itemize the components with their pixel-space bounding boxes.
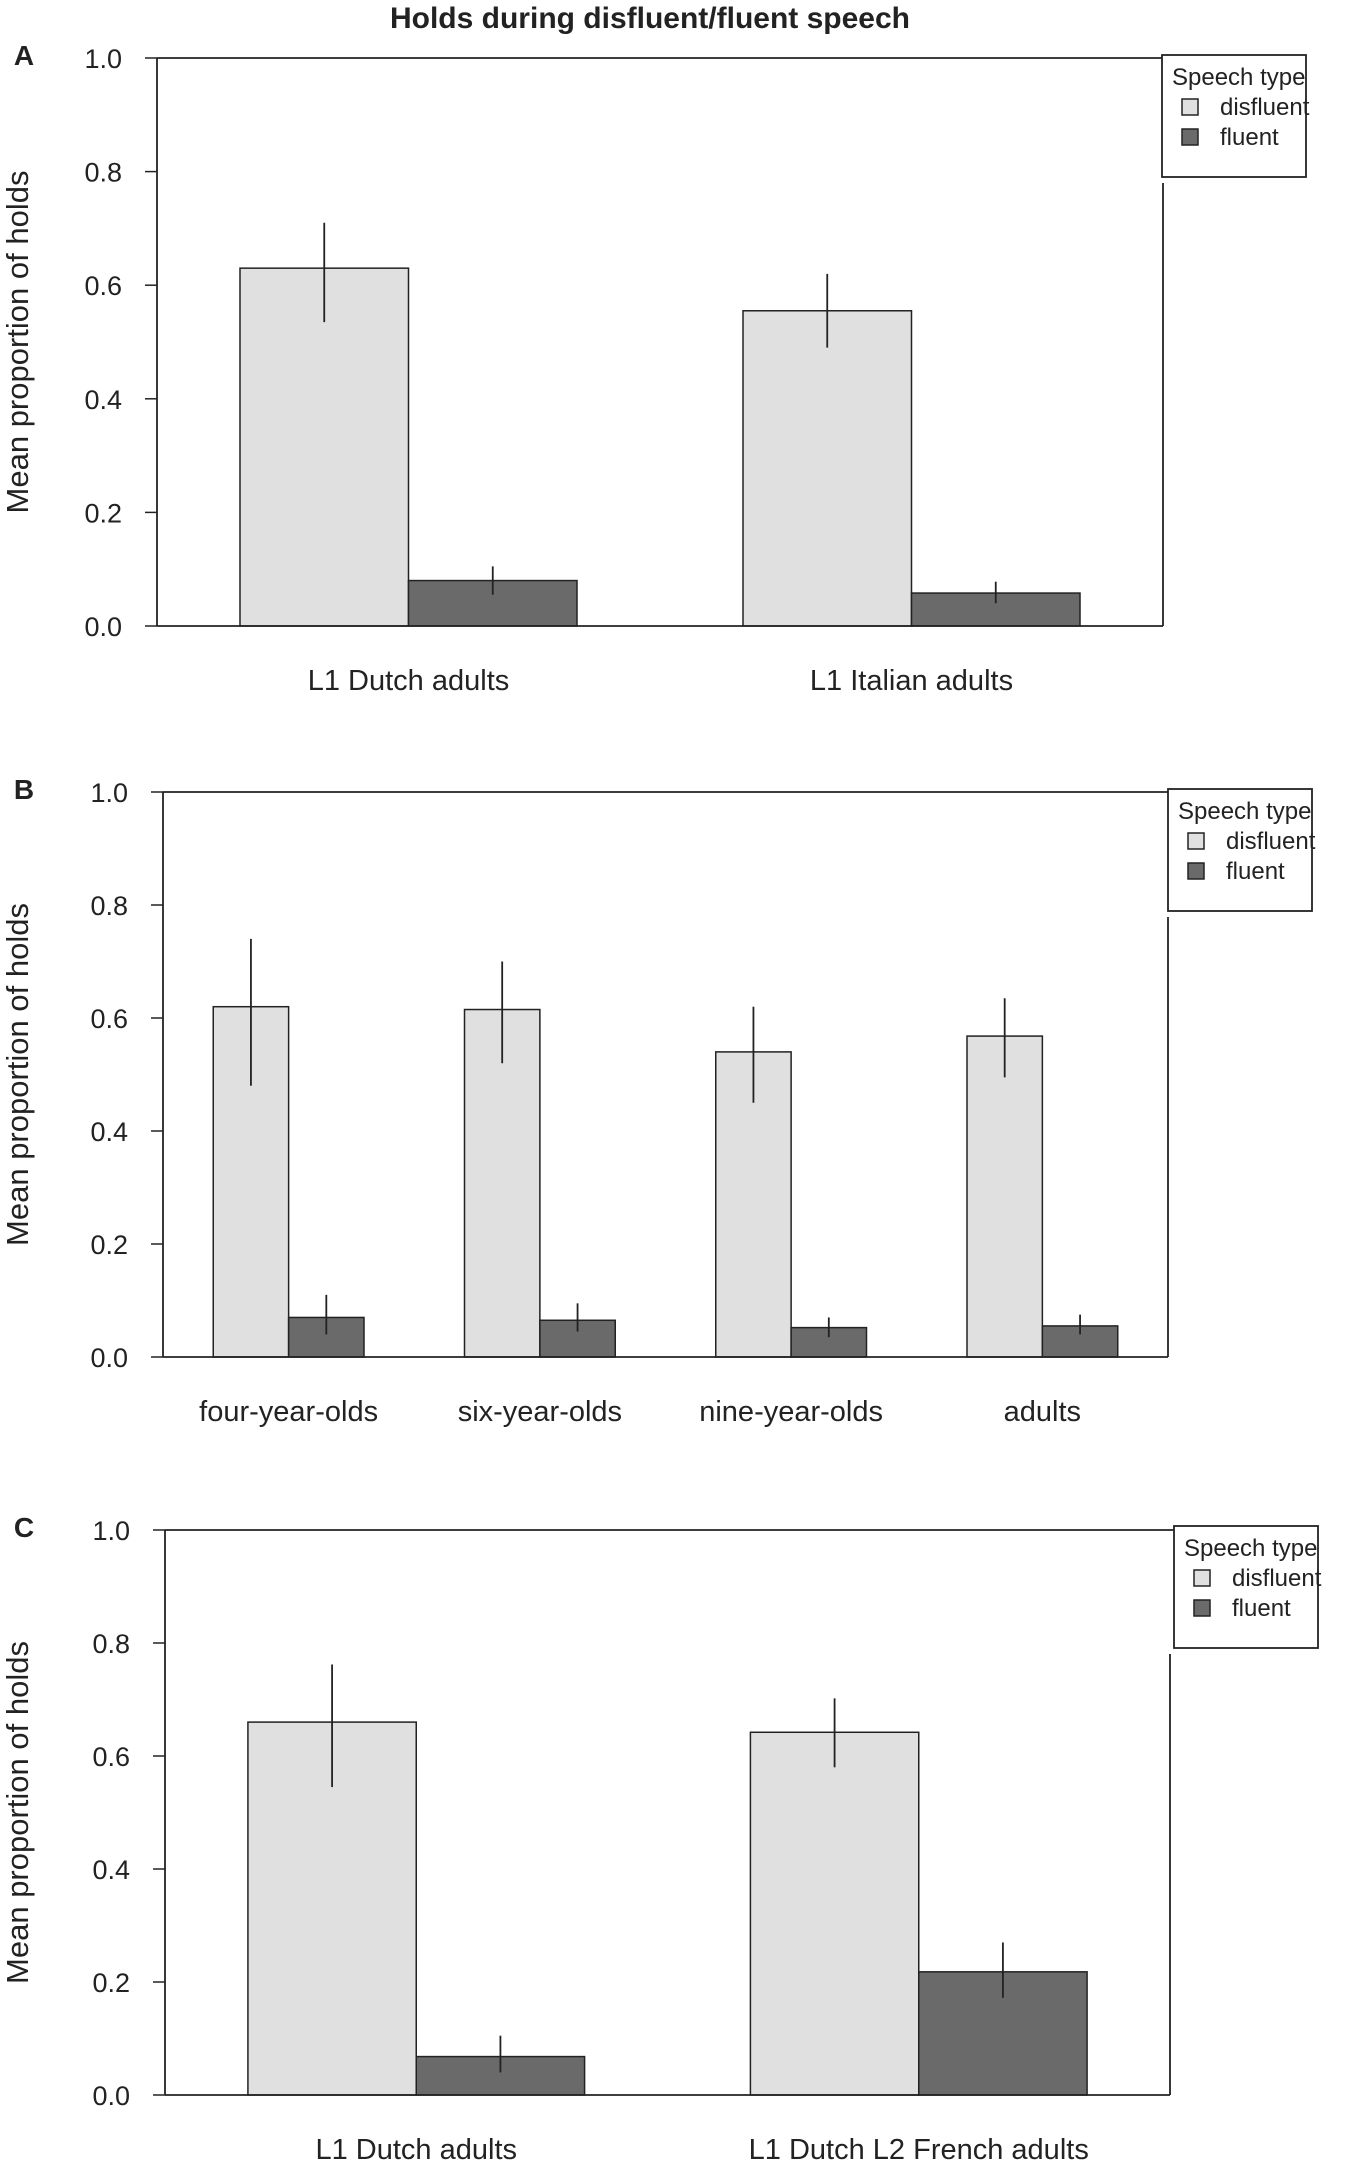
panel-label: A — [14, 40, 34, 71]
panel-label: C — [14, 1512, 34, 1543]
y-tick-label: 0.0 — [92, 2081, 130, 2111]
legend-item-fluent: fluent — [1226, 858, 1285, 885]
legend-swatch-fluent — [1193, 1599, 1211, 1617]
legend-item-disfluent: disfluent — [1226, 828, 1316, 855]
x-category-label: six-year-olds — [458, 1396, 622, 1428]
x-category-label: four-year-olds — [199, 1396, 378, 1428]
legend-item-fluent: fluent — [1220, 124, 1279, 151]
legend-title: Speech type — [1184, 1535, 1317, 1562]
y-tick-label: 1.0 — [90, 778, 128, 808]
y-tick-label: 0.8 — [90, 891, 128, 921]
y-axis-label: Mean proportion of holds — [0, 171, 35, 514]
x-category-label: L1 Dutch L2 French adults — [749, 2134, 1089, 2166]
y-tick-label: 1.0 — [84, 44, 122, 74]
x-category-label: nine-year-olds — [699, 1396, 883, 1428]
y-tick-label: 0.6 — [84, 271, 122, 301]
y-tick-label: 0.2 — [90, 1230, 128, 1260]
x-category-label: L1 Italian adults — [810, 665, 1013, 697]
legend-title: Speech type — [1178, 798, 1311, 825]
legend-swatch-disfluent — [1181, 98, 1199, 116]
panel-a: A Mean proportion of holds 0.0 0.2 0.4 0.6 0.8… — [0, 40, 1310, 697]
y-tick-label: 0.4 — [92, 1855, 130, 1885]
legend-item-disfluent: disfluent — [1232, 1565, 1322, 1592]
y-tick-label: 0.0 — [90, 1343, 128, 1373]
bar-disfluent — [463, 1008, 541, 1358]
legend-box — [1173, 1525, 1319, 1649]
y-tick-label: 1.0 — [92, 1516, 130, 1546]
panel-label: B — [14, 774, 34, 805]
y-axis-label: Mean proportion of holds — [0, 1641, 35, 1984]
legend-swatch-fluent — [1187, 862, 1205, 880]
x-category-label: L1 Dutch adults — [315, 2134, 517, 2166]
legend-box — [1161, 54, 1307, 178]
bar-disfluent — [212, 1005, 290, 1358]
y-tick-label: 0.0 — [84, 612, 122, 642]
panel-b: B Mean proportion of holds 0.0 0.2 0.4 0.6 0.8… — [0, 774, 1316, 1428]
x-category-label: adults — [1004, 1396, 1081, 1428]
y-tick-label: 0.6 — [90, 1004, 128, 1034]
x-category-label: L1 Dutch adults — [308, 665, 510, 697]
legend-item-fluent: fluent — [1232, 1595, 1291, 1622]
legend-item-disfluent: disfluent — [1220, 94, 1310, 121]
legend-swatch-fluent — [1181, 128, 1199, 146]
legend-swatch-disfluent — [1187, 832, 1205, 850]
y-tick-label: 0.2 — [92, 1968, 130, 1998]
panel-c: C Mean proportion of holds 0.0 0.2 0.4 0.6 0.8… — [0, 1512, 1322, 2166]
y-tick-label: 0.8 — [84, 158, 122, 188]
y-axis-label: Mean proportion of holds — [0, 903, 35, 1246]
figure-title: Holds during disfluent/fluent speech — [390, 2, 910, 35]
y-tick-label: 0.4 — [90, 1117, 128, 1147]
legend-swatch-disfluent — [1193, 1569, 1211, 1587]
legend-box — [1167, 788, 1313, 912]
y-tick-label: 0.4 — [84, 385, 122, 415]
bar-disfluent — [966, 1035, 1044, 1358]
bar-disfluent — [742, 310, 913, 627]
y-tick-label: 0.2 — [84, 498, 122, 528]
bar-disfluent — [749, 1731, 920, 2096]
y-tick-label: 0.6 — [92, 1742, 130, 1772]
legend-title: Speech type — [1172, 64, 1305, 91]
y-tick-label: 0.8 — [92, 1629, 130, 1659]
